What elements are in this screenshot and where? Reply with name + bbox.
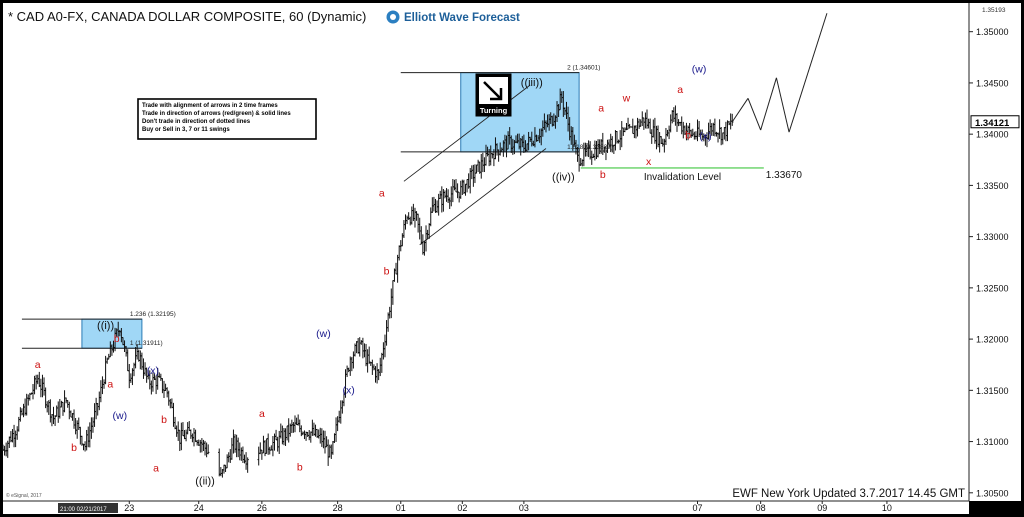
x-tick-label: 23 [124,503,134,513]
fib-label-bottom: 1 (1.31911) [130,340,163,347]
projection-segment [731,98,749,123]
wave-label: a [598,103,604,115]
y-tick-label: 1.30500 [976,488,1009,498]
y-tick-label: 1.35000 [976,27,1009,37]
wave-label: b [685,129,691,141]
x-tick-label: 24 [194,503,204,513]
y-tick-label: 1.32500 [976,283,1009,293]
invalidation-value: 1.33670 [766,170,803,181]
x-tick-label: 08 [756,503,766,513]
instruction-line-3: Don't trade in direction of dotted lines [142,119,251,125]
projection-segment [788,13,828,133]
invalidation-label: Invalidation Level [644,172,721,183]
chart-title: * CAD A0-FX, CANADA DOLLAR COMPOSITE, 60… [8,9,366,24]
brand-logo: Elliott Wave Forecast [386,10,520,24]
wave-label: b [71,442,77,454]
time-axis [3,501,969,514]
wave-label: x [646,156,652,168]
wave-label: ((i)) [97,320,114,332]
wave-label: a [153,462,159,474]
x-tick-label: 09 [817,503,827,513]
wave-label: a [379,188,385,200]
y-tick-label: 1.33000 [976,232,1009,242]
wave-label: (x) [147,365,159,377]
invalidation-level: Invalidation Level 1.33670 [580,167,803,183]
wave-label: b [161,414,167,426]
channel-line-lower [419,148,547,246]
x-tick-label: 28 [333,503,343,513]
turning-label: Turning [480,106,508,115]
wave-label: a [107,378,113,390]
wave-label: a [35,359,41,371]
projection-segment [775,77,790,133]
wave-label: (w) [316,328,331,340]
wave-label: b [114,333,120,345]
instruction-line-4: Buy or Sell in 3, 7 or 11 swings [142,127,230,133]
projection-segment [760,77,777,131]
wave-labels: ab((i))ba(w)(x)ba((ii))ab(w)(x)ab((iii))… [35,64,712,488]
price-axis [969,3,1021,501]
wave-label: ((iv)) [552,171,575,183]
instructions-box: Trade with alignment of arrows in 2 time… [137,98,317,140]
instruction-line-1: Trade with alignment of arrows in 2 time… [142,103,278,109]
turning-badge: Turning [475,73,512,117]
x-tick-label: 10 [882,503,892,513]
y-tick-label: 1.33500 [976,181,1009,191]
wave-label: (w) [692,64,707,76]
x-tick-label: 07 [693,503,703,513]
x-tick-label: 03 [519,503,529,513]
wave-label: b [600,169,606,181]
updated-stamp: EWF New York Updated 3.7.2017 14.45 GMT [732,488,965,500]
logo-text: Elliott Wave Forecast [404,12,520,24]
wave-label: (x) [343,384,355,396]
cursor-time-box [58,503,118,513]
wave-label: ((ii)) [195,476,215,488]
y-tick-label: 1.31500 [976,386,1009,396]
y-tick-label: 1.34000 [976,130,1009,140]
copyright: © eSignal, 2017 [6,492,42,499]
wave-label: (x) [699,130,711,142]
projection-segment [747,98,762,131]
wave-label: (w) [113,410,128,422]
current-price-label: 1.34121 [975,118,1010,129]
time-axis-ticks: 23 24 26 28 01 02 03 07 08 09 10 [124,501,892,513]
price-axis-ticks: 1.35000 1.34500 1.34000 1.33500 1.33000 1.325… [969,7,1020,498]
y-tick-label: 1.32000 [976,335,1009,345]
x-tick-label: 01 [396,503,406,513]
x-tick-label: 02 [457,503,467,513]
ohlc-bars [1,88,734,478]
wave-label: b [297,461,303,473]
y-tick-label: 1.31000 [976,437,1009,447]
wave-label: ((iii)) [521,77,543,89]
wave-label: w [622,92,631,104]
fib-label-top: 1.236 (1.32195) [130,311,176,318]
projection-path [731,13,828,133]
x-tick-label: 26 [257,503,267,513]
y-top-label: 1.35193 [982,7,1006,14]
instruction-line-2: Trade in direction of arrows (red/green)… [142,111,291,117]
current-price-box [970,115,1020,129]
wave-label: b [384,266,390,278]
fib-label-top: 2 (1.34601) [567,65,600,72]
wave-label: a [259,408,265,420]
wave-label: a [677,84,683,96]
cursor-time: 21:00 02/21/2017 [60,507,107,513]
y-tick-label: 1.34500 [976,78,1009,88]
